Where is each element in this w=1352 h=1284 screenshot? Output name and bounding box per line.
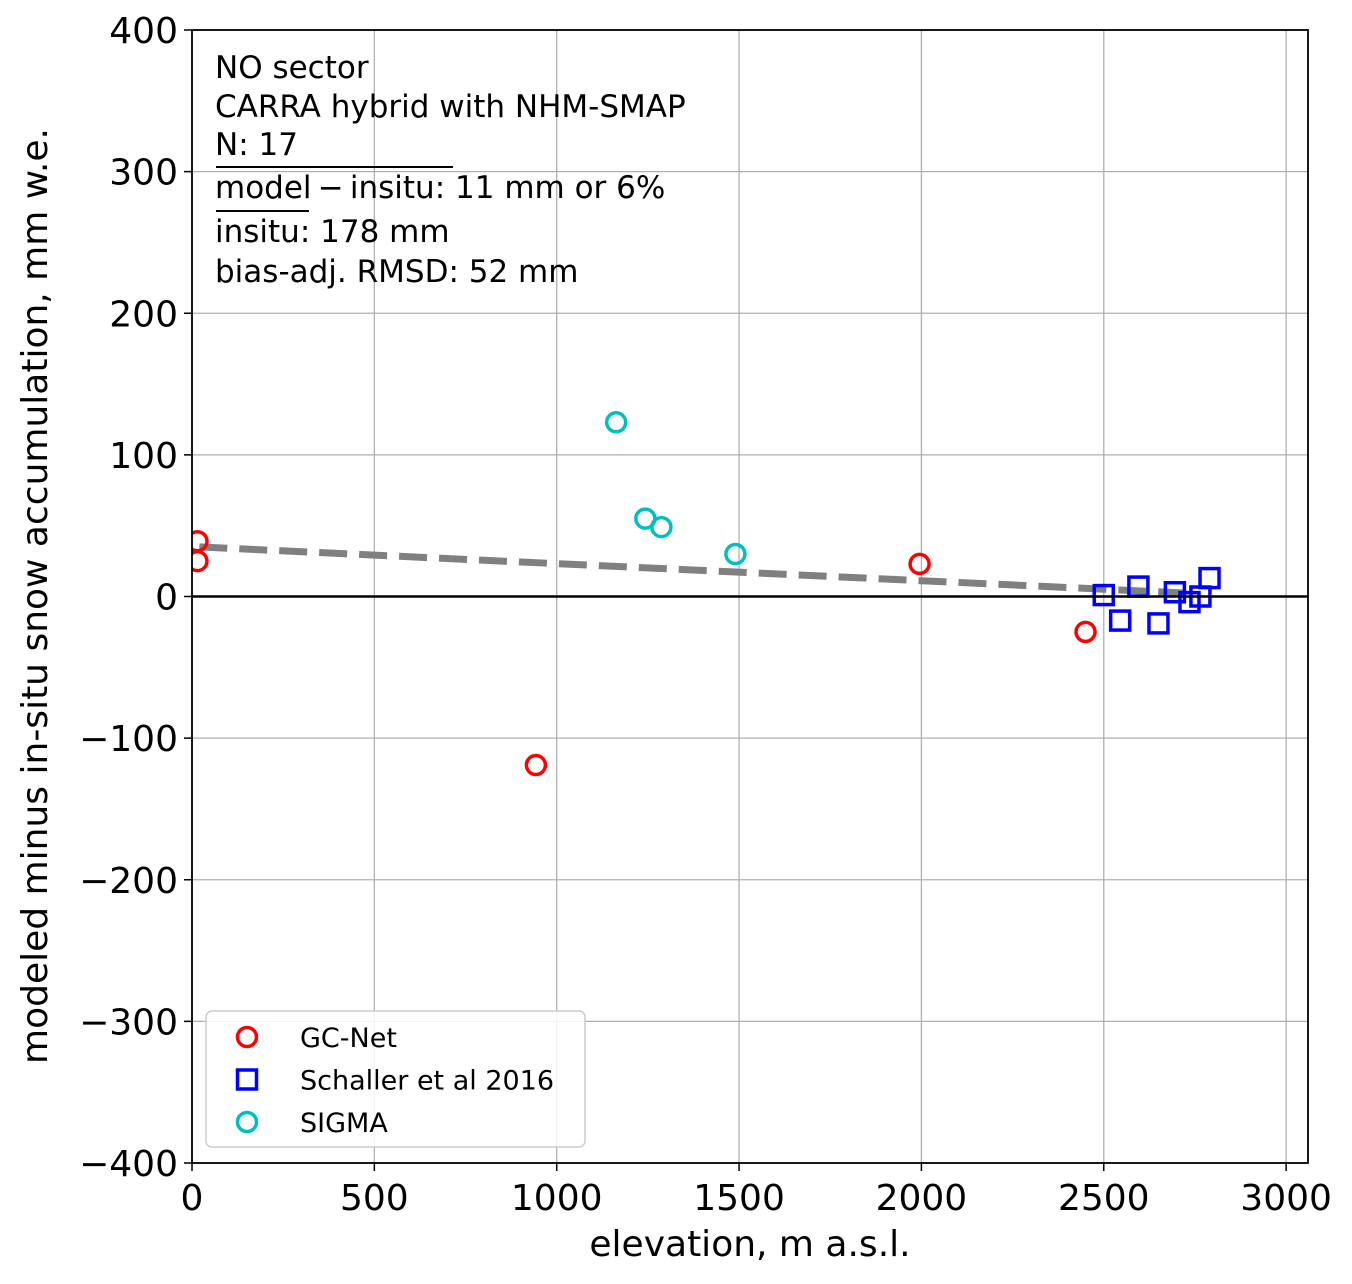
annotation-model: CARRA hybrid with NHM-SMAP	[215, 89, 686, 125]
y-tick-label: 200	[109, 294, 178, 335]
annotation-rmsd: bias-adj. RMSD: 52 mm	[215, 254, 578, 290]
y-tick-label: 0	[155, 578, 178, 619]
legend-label-gc-net: GC-Net	[300, 1023, 397, 1054]
data-point-gc-net	[192, 530, 209, 553]
tick-labels: 0 500 1000 1500 2000 2500 3000−400−300−200−100…	[79, 11, 1332, 1219]
x-tick-label: 1500	[693, 1178, 785, 1219]
x-tick-label: 2000	[876, 1178, 968, 1219]
trend-line-layer	[199, 543, 1199, 598]
annotation-bias: model − insitu: 11 mm or 6%	[215, 170, 665, 206]
data-point-gc-net	[192, 549, 209, 573]
y-tick-label: −200	[79, 861, 178, 902]
y-tick-label: −300	[79, 1002, 178, 1043]
plot-frame	[191, 29, 1309, 1164]
legend-box	[205, 1010, 586, 1148]
legend-label-sigma: SIGMA	[300, 1108, 388, 1139]
data-point-schaller-et-al-2016	[1198, 566, 1221, 590]
y-tick-label: 100	[109, 436, 178, 477]
annotation-count: N: 17	[215, 127, 298, 163]
data-point-schaller-et-al-2016	[1147, 612, 1170, 635]
legend-marker-sigma	[235, 1110, 259, 1134]
bias-label: model − insitu	[215, 170, 435, 206]
legend-label-schaller-et-al-2016: Schaller et al 2016	[300, 1066, 554, 1097]
data-point-gc-net	[524, 753, 548, 777]
data-point-schaller-et-al-2016	[1092, 583, 1116, 607]
legend-marker-gc-net	[235, 1025, 259, 1049]
annotation-sector: NO sector	[215, 50, 369, 86]
x-tick-label: 3000	[1240, 1178, 1332, 1219]
y-tick-label: −100	[79, 719, 178, 760]
y-tick-label: 300	[109, 153, 178, 194]
data-points	[192, 411, 1221, 777]
data-point-sigma	[650, 515, 673, 539]
mean-value: : 178 mm	[300, 214, 450, 250]
data-point-schaller-et-al-2016	[1108, 609, 1132, 632]
legend: GC-Net Schaller et al 2016 SIGMA	[205, 1010, 586, 1148]
annotation-mean: insitu: 178 mm	[215, 214, 450, 250]
y-tick-label: −400	[79, 1144, 178, 1185]
data-point-sigma	[724, 542, 747, 566]
data-point-gc-net	[1074, 620, 1097, 644]
legend-marker-schaller-et-al-2016	[235, 1068, 259, 1091]
y-tick-label: 400	[109, 11, 178, 52]
x-tick-label: 500	[340, 1178, 409, 1219]
axes	[184, 29, 1309, 1171]
x-tick-label: 2500	[1058, 1178, 1150, 1219]
bias-value: : 11 mm or 6%	[435, 170, 666, 206]
x-tick-label: 0	[181, 1178, 204, 1219]
stats-annotation: NO sector CARRA hybrid with NHM-SMAP N: …	[215, 50, 686, 290]
mean-label: insitu	[215, 214, 300, 250]
trend-line	[199, 543, 1199, 598]
x-tick-label: 1000	[511, 1178, 603, 1219]
x-axis-title: elevation, m a.s.l.	[589, 1224, 910, 1265]
data-point-sigma	[604, 411, 628, 434]
data-point-gc-net	[908, 552, 931, 576]
y-axis-title: modeled minus in-situ snow accumulation,…	[15, 128, 56, 1064]
